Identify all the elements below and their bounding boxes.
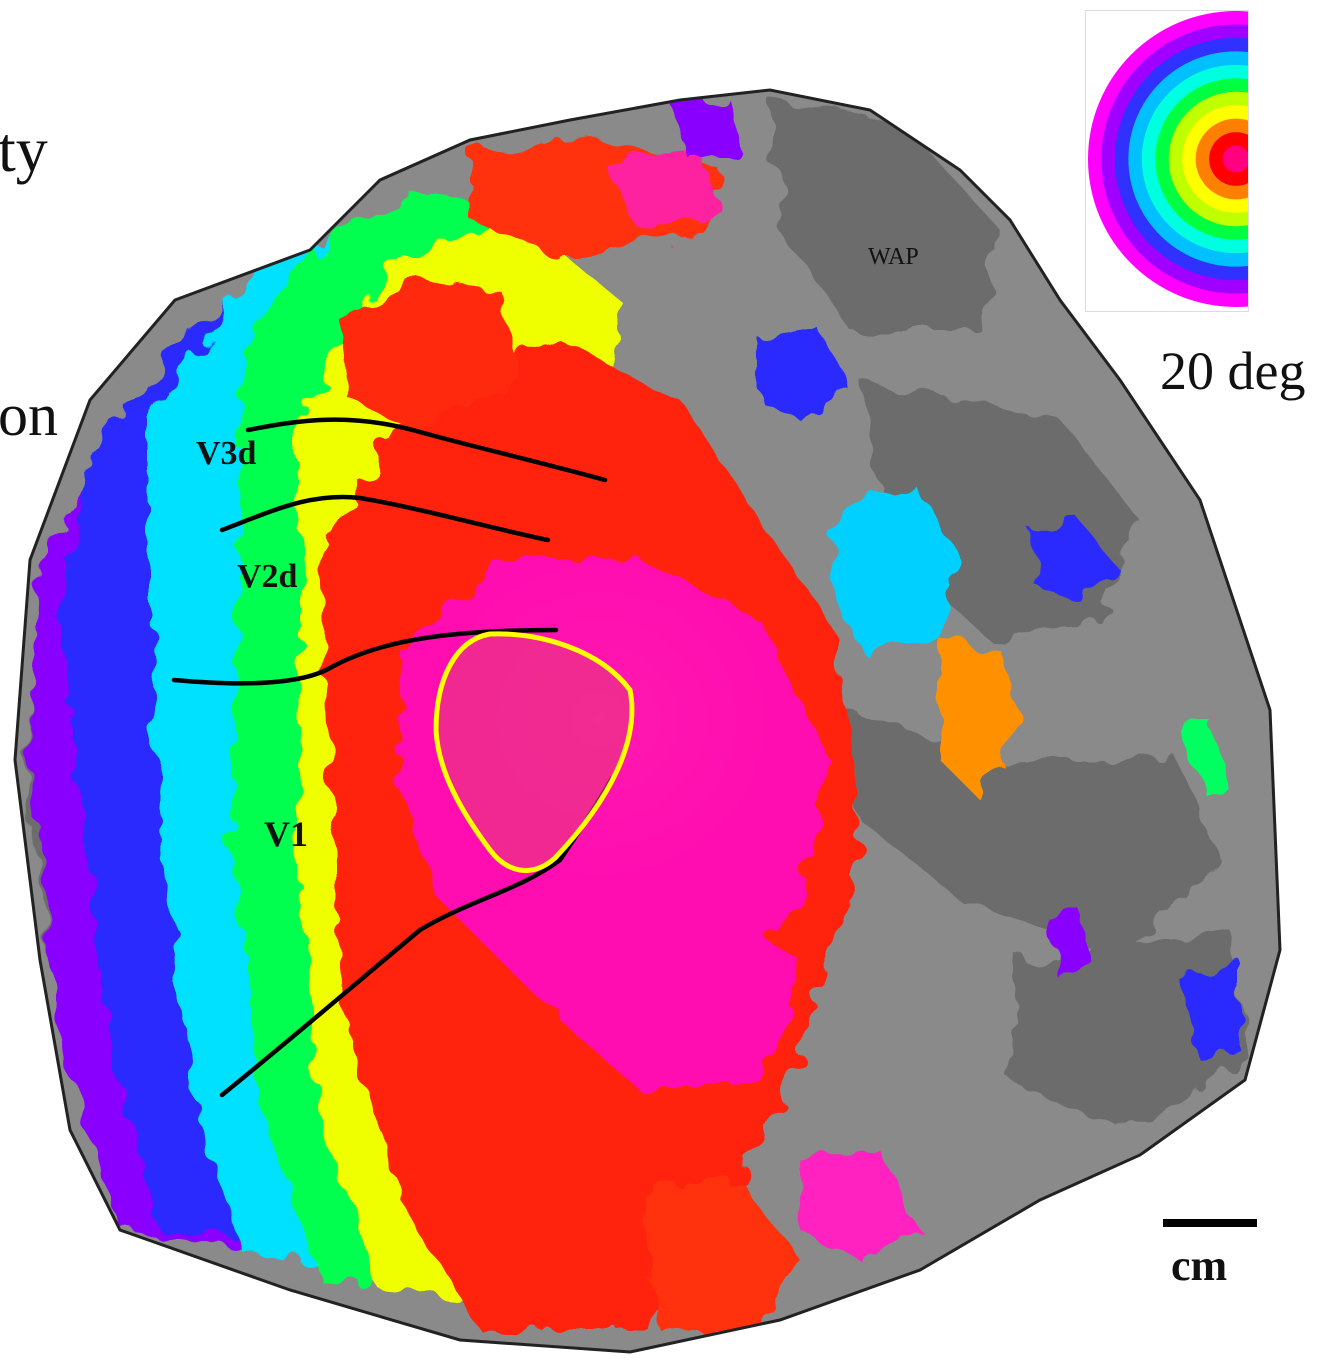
v2d-v1-boundary-line: [171, 627, 559, 686]
eccentricity-colorwheel-icon: [1088, 11, 1248, 307]
area-label-v3d: V3d: [196, 435, 257, 472]
legend-eccentricity-label: 20 deg: [1160, 341, 1306, 401]
area-label-v1: V1: [264, 814, 308, 854]
area-label-v2d: V2d: [237, 558, 298, 595]
subtitle-fragment: on: [0, 382, 58, 448]
scale-bar-label: cm: [1171, 1241, 1228, 1290]
legend-ring: [1222, 145, 1248, 173]
v3d-boundary-line: [245, 417, 608, 483]
roi-outline: [433, 631, 635, 873]
title-fragment: ty: [0, 114, 48, 185]
v3d-v2d-boundary-line: [219, 494, 551, 543]
area-label-wap: WAP: [868, 244, 919, 270]
scale-bar: [1163, 1219, 1257, 1227]
eccentricity-legend: [1085, 10, 1249, 312]
